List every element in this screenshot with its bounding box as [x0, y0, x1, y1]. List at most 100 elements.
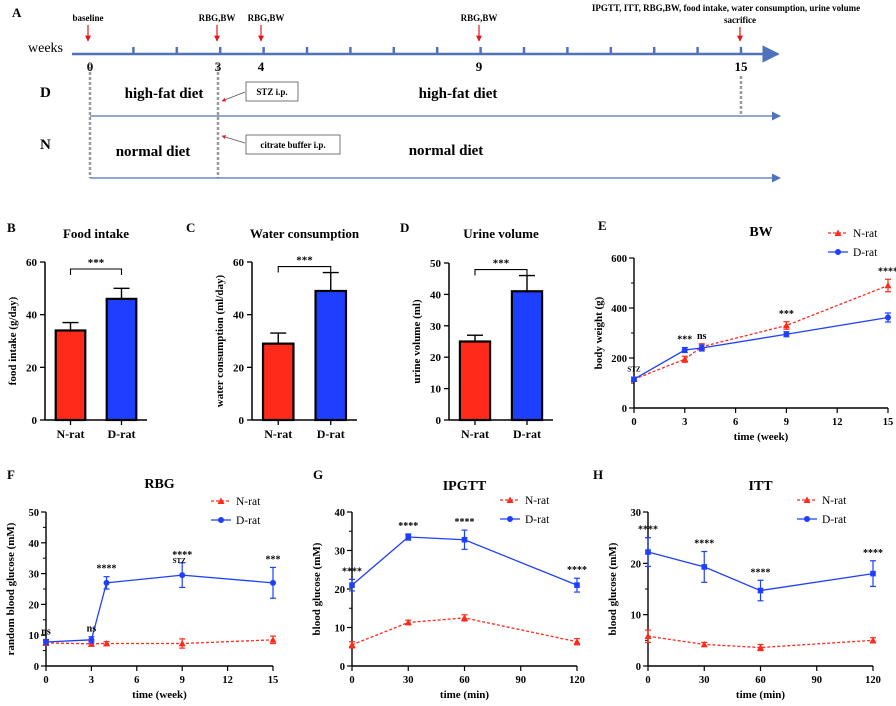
panel-label-d: D: [400, 220, 409, 235]
legend-marker: [217, 497, 225, 504]
chart-water-consumption: N-rat D-rat 0 20 40 60 *** Water consumption wat…: [214, 226, 360, 441]
x-axis-label: time (min): [736, 689, 786, 701]
annotation-label: ****: [863, 548, 883, 559]
data-point-n-rat: [869, 636, 877, 644]
panel-label-a: A: [12, 5, 22, 20]
citrate-box-label: citrate buffer i.p.: [260, 140, 325, 150]
y-tick-label: 10: [631, 611, 642, 622]
y-tick-label: 60: [26, 257, 38, 269]
annotation-label: ****: [172, 550, 192, 561]
data-point-n-rat: [782, 322, 790, 329]
significance-bracket: [474, 269, 528, 276]
sacrifice-label: sacrifice: [724, 15, 756, 25]
legend-label: D-rat: [822, 514, 847, 526]
y-tick-label: 40: [233, 310, 245, 322]
significance-bracket: [69, 268, 123, 275]
bar-n-rat: [261, 342, 295, 422]
series-line-n-rat: [351, 617, 578, 646]
data-point-d-rat: [681, 347, 688, 353]
annotation-label: ****: [751, 567, 771, 578]
x-tick-label: 0: [631, 417, 636, 428]
x-tick-label: 90: [516, 675, 527, 686]
stz-pointer: [221, 91, 246, 102]
y-tick-label: 0: [622, 404, 627, 415]
group-d-label: D: [40, 85, 51, 101]
x-tick-label: 30: [699, 675, 710, 686]
legend-marker: [218, 517, 224, 523]
y-tick-label: 40: [29, 539, 40, 550]
chart-title: ITT: [748, 479, 773, 494]
y-tick-label: 40: [335, 508, 346, 519]
data-point-n-rat: [461, 614, 468, 621]
annotation-label: ****: [398, 521, 418, 532]
x-tick-label: 120: [865, 675, 881, 686]
chart-food-intake: N-rat D-rat 0 20 40 60 *** Food intake food inta…: [7, 226, 147, 441]
weeks-label: weeks: [28, 41, 63, 56]
x-tick-label: N-rat: [461, 427, 489, 441]
x-tick-label: 15: [268, 675, 279, 686]
significance-bracket: [277, 265, 332, 273]
y-tick-label: 0: [239, 415, 245, 427]
event-label-week3: RBG,BW: [199, 13, 236, 23]
data-point-n-rat: [404, 618, 412, 626]
week-label-15: 15: [735, 59, 749, 74]
y-tick-label: 20: [631, 559, 642, 570]
week-ticks: [132, 47, 743, 54]
data-point-d-rat: [43, 638, 49, 645]
y-axis-label: random blood glucose (mM): [5, 522, 17, 655]
annotation-label: ***: [677, 335, 692, 346]
x-tick-label: 6: [733, 417, 738, 428]
panel-label-g: G: [313, 467, 323, 482]
x-tick-label: 30: [403, 675, 414, 686]
bar-d-rat: [105, 297, 138, 422]
x-tick-label: D-rat: [317, 427, 345, 441]
data-point-d-rat: [783, 331, 790, 338]
x-tick-label: 0: [645, 675, 650, 686]
annotation-label: ns: [697, 331, 707, 342]
y-tick-label: 40: [26, 310, 38, 322]
x-tick-label: 9: [784, 417, 789, 428]
x-tick-label: 60: [459, 675, 470, 686]
data-point-n-rat: [103, 640, 111, 647]
x-tick-label: 60: [755, 675, 766, 686]
x-tick-label: 0: [43, 675, 48, 686]
x-tick-label: N-rat: [264, 427, 292, 441]
data-point-d-rat: [701, 564, 708, 570]
y-tick-label: 50: [29, 508, 40, 519]
group-n-diet-after: normal diet: [409, 143, 484, 159]
annotation-label: ****: [638, 525, 658, 536]
data-point-n-rat: [644, 632, 652, 640]
x-tick-label: 120: [569, 675, 585, 686]
chart-title: RBG: [144, 477, 174, 492]
chart-title: Food intake: [63, 226, 129, 241]
chart-urine-volume: N-rat D-rat 0 10 20 30 40 50 *** Urine volume urin…: [411, 226, 553, 441]
x-tick-label: 9: [180, 675, 185, 686]
y-tick-label: 0: [34, 662, 39, 673]
y-tick-label: 10: [335, 624, 346, 635]
data-point-d-rat: [631, 376, 637, 383]
legend-marker: [506, 496, 514, 503]
chart-title: Urine volume: [463, 226, 539, 241]
data-point-n-rat: [884, 282, 892, 289]
annotation-label: STZ: [173, 557, 187, 565]
annotation-label: ****: [567, 565, 587, 576]
x-axis-label: time (week): [132, 689, 187, 701]
stz-box-label: STZ i.p.: [256, 87, 287, 97]
significance-label: ***: [88, 257, 105, 269]
y-tick-label: 0: [340, 662, 345, 673]
x-axis-label: time (min): [440, 689, 490, 701]
data-point-d-rat: [870, 570, 876, 577]
data-point-d-rat: [574, 582, 580, 588]
y-axis-label: food intake (g/day): [7, 296, 19, 385]
annotation-label: ns: [87, 624, 97, 635]
panel-label-f: F: [7, 467, 15, 482]
legend-label: N-rat: [236, 496, 261, 508]
x-tick-label: 90: [812, 675, 823, 686]
y-tick-label: 30: [29, 570, 40, 581]
series-line-d-rat: [45, 574, 274, 643]
y-tick-label: 50: [430, 258, 442, 270]
group-n-label: N: [40, 137, 51, 153]
annotation-label: ****: [455, 517, 475, 528]
panel-label-h: H: [593, 467, 603, 482]
